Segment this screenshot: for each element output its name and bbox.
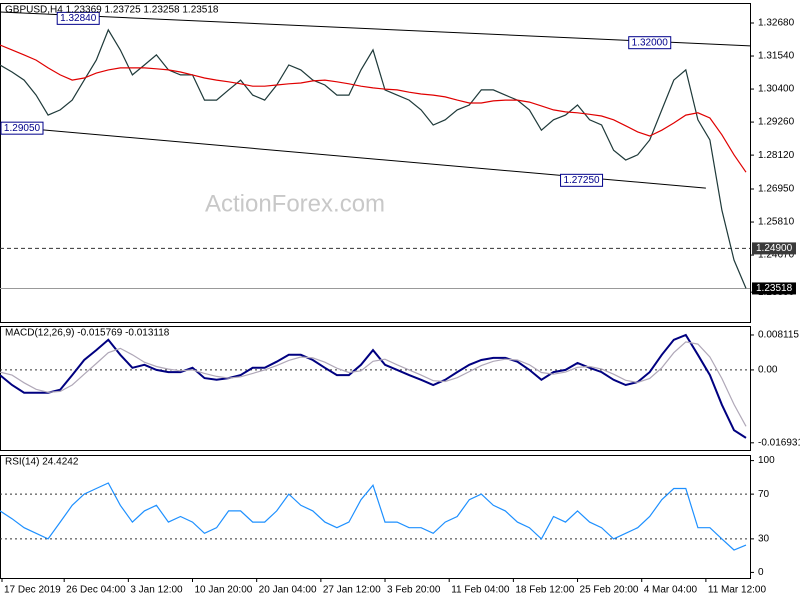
level-box	[752, 282, 796, 295]
y-tick-label: 30	[758, 534, 770, 545]
x-tick-label: 26 Dec 04:00	[66, 585, 126, 596]
y-tick-label: 1.32680	[758, 18, 795, 29]
y-tick-label: 1.31540	[758, 51, 795, 62]
series-line	[0, 44, 747, 173]
trend-line	[0, 11, 751, 47]
level-label: 1.23518	[756, 283, 793, 294]
y-tick-label: 0	[758, 567, 764, 578]
annotation-box	[0, 121, 44, 135]
annotation-box	[56, 11, 100, 25]
y-tick-label: 1.25810	[758, 217, 795, 228]
x-tick-label: 4 Mar 04:00	[644, 585, 698, 596]
x-tick-label: 11 Feb 04:00	[451, 585, 510, 596]
annotation-label: 1.27250	[563, 175, 600, 186]
annotation-label: 1.32000	[632, 37, 669, 48]
panel-title: GBPUSD,H4 1.23369 1.23725 1.23258 1.2351…	[5, 5, 219, 16]
x-tick-label: 10 Jan 20:00	[195, 585, 253, 596]
level-box	[752, 242, 796, 255]
y-tick-label: 1.29260	[758, 117, 795, 128]
panel-title: RSI(14) 24.4242	[5, 457, 79, 468]
y-tick-label: 1.24670	[758, 250, 795, 261]
y-tick-label: 1.28120	[758, 150, 795, 161]
series-line	[0, 28, 747, 289]
y-tick-label: 0.008115	[758, 330, 799, 341]
y-tick-label: 1.30400	[758, 84, 795, 95]
y-tick-label: 70	[758, 489, 770, 500]
panel-frame	[0, 455, 751, 579]
x-tick-label: 18 Feb 12:00	[515, 585, 574, 596]
y-tick-label: 0.00	[758, 365, 778, 376]
x-tick-label: 27 Jan 12:00	[323, 585, 381, 596]
x-tick-label: 17 Dec 2019	[4, 585, 61, 596]
y-tick-label: 1.26950	[758, 184, 795, 195]
panel-title: MACD(12,26,9) -0.015769 -0.013118	[5, 328, 170, 339]
series-line	[0, 333, 747, 439]
x-tick-label: 25 Feb 20:00	[580, 585, 639, 596]
x-tick-label: 3 Jan 12:00	[130, 585, 183, 596]
y-tick-label: -0.016931	[758, 437, 800, 448]
annotation-box	[560, 173, 604, 187]
x-tick-label: 20 Jan 04:00	[259, 585, 317, 596]
panel-frame	[0, 326, 751, 451]
annotation-label: 1.32840	[60, 13, 97, 24]
annotation-box	[628, 36, 672, 50]
y-tick-label: 100	[758, 455, 775, 466]
watermark: ActionForex.com	[205, 190, 385, 217]
x-tick-label: 3 Feb 20:00	[387, 585, 441, 596]
series-line	[0, 341, 747, 427]
level-label: 1.24900	[756, 243, 793, 254]
series-line	[0, 482, 747, 551]
annotation-label: 1.29050	[4, 123, 41, 134]
panel-frame	[0, 3, 751, 323]
x-tick-label: 11 Mar 12:00	[708, 585, 767, 596]
